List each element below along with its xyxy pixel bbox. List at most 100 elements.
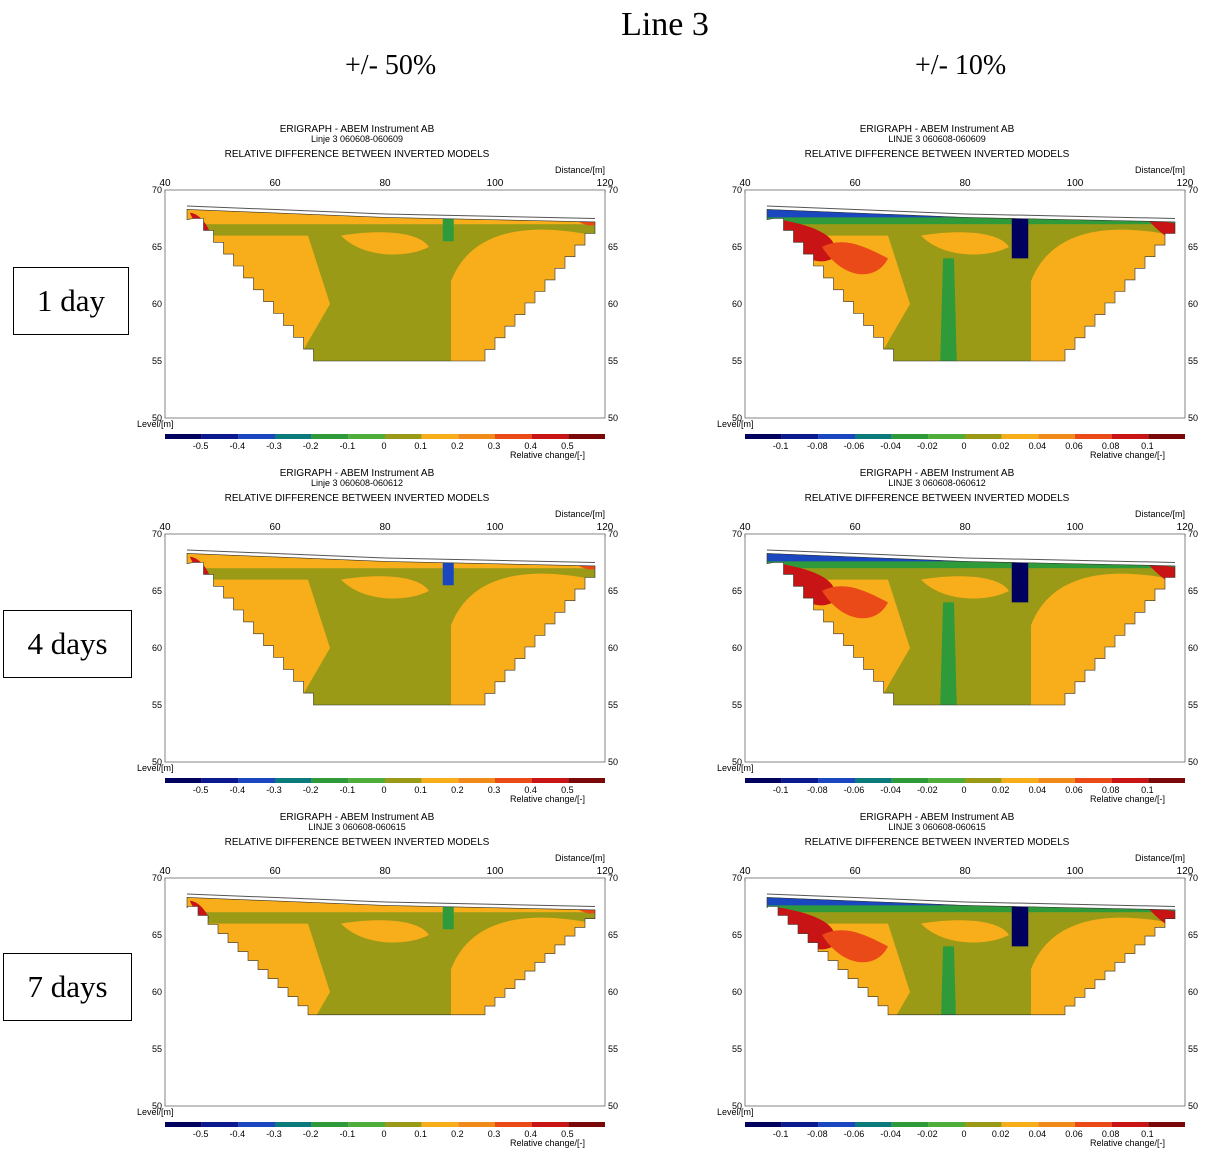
y-axis-label: Level/[m] [717, 763, 754, 773]
colorbar-segment [965, 434, 1002, 439]
y-axis-label: Level/[m] [717, 419, 754, 429]
y-tick-label-right: 50 [1188, 413, 1198, 423]
colorbar-tick-label: 0.1 [414, 785, 427, 795]
colorbar-segment [1148, 434, 1185, 439]
y-tick-label-left: 70 [152, 185, 162, 195]
x-tick-label: 80 [959, 866, 971, 877]
profile-outline [766, 897, 1176, 1016]
colorbar-segment [1148, 778, 1185, 783]
colorbar-segment [568, 434, 605, 439]
colorbar-segment [1111, 1122, 1149, 1127]
colorbar-segment [348, 434, 385, 439]
x-tick-label: 60 [269, 522, 281, 533]
y-tick-label-left: 50 [152, 413, 162, 423]
y-tick-label-left: 65 [732, 930, 742, 940]
colorbar-segment [781, 434, 819, 439]
colorbar-segment [928, 434, 965, 439]
x-tick-label: 80 [959, 522, 971, 533]
x-tick-label: 40 [159, 178, 171, 189]
colorbar-tick-label: 0.2 [451, 1129, 464, 1139]
y-tick-label-right: 55 [608, 356, 618, 366]
y-tick-label-right: 50 [608, 757, 618, 767]
y-tick-label-right: 65 [1188, 930, 1198, 940]
colorbar-segment [311, 434, 349, 439]
colorbar-segment [385, 1122, 422, 1127]
colorbar-tick-label: 0.04 [1029, 441, 1047, 451]
colorbar-tick-label: 0.08 [1102, 441, 1120, 451]
gold-region-top [921, 920, 1009, 943]
red-anomaly-left [189, 900, 209, 920]
colorbar-tick-label: 0.4 [524, 785, 537, 795]
colorbar-label: Relative change/[-] [1090, 1138, 1165, 1148]
y-tick-label-right: 65 [608, 930, 618, 940]
colorbar-tick-label: -0.2 [303, 1129, 319, 1139]
colorbar-segment [1038, 434, 1075, 439]
y-axis-label: Level/[m] [137, 419, 174, 429]
colorbar-tick-label: -0.1 [773, 785, 789, 795]
colorbar-segment [928, 778, 965, 783]
x-tick-label: 40 [739, 522, 751, 533]
colorbar-tick-label: -0.3 [266, 1129, 282, 1139]
colorbar-segment [311, 778, 349, 783]
colorbar-tick-label: 0.3 [488, 441, 501, 451]
colorbar-segment [781, 1122, 819, 1127]
red-anomaly-left [772, 218, 836, 262]
x-tick-label: 60 [849, 522, 861, 533]
colorbar-tick-label: 0.02 [992, 785, 1010, 795]
x-tick-label: 40 [159, 866, 171, 877]
y-axis-label: Level/[m] [717, 1107, 754, 1117]
colorbar-tick-label: 0.1 [414, 441, 427, 451]
orange-anomaly [822, 930, 888, 963]
colorbar-tick-label: 0.1 [1141, 1129, 1154, 1139]
y-tick-label-right: 70 [1188, 529, 1198, 539]
y-tick-label-left: 70 [732, 873, 742, 883]
topography-line [766, 893, 1176, 907]
colorbar-segment [238, 434, 275, 439]
x-tick-label: 120 [597, 522, 614, 533]
colorbar-segment [421, 778, 459, 783]
colorbar-segment [311, 1122, 349, 1127]
y-tick-label-left: 60 [732, 299, 742, 309]
x-tick-label: 60 [269, 866, 281, 877]
y-tick-label-right: 70 [608, 873, 618, 883]
colorbar-segment [745, 1122, 782, 1127]
colorbar-tick-label: -0.4 [230, 785, 246, 795]
y-tick-label-right: 55 [608, 1044, 618, 1054]
topography-line [186, 893, 596, 907]
blue-column [1011, 212, 1029, 259]
colorbar-segment [891, 778, 929, 783]
colorbar-tick-label: 0 [381, 1129, 386, 1139]
colorbar-tick-label: -0.02 [917, 785, 938, 795]
panel-header: ERIGRAPH - ABEM Instrument AB [280, 468, 435, 479]
colorbar-segment [891, 434, 929, 439]
colorbar-segment [781, 778, 819, 783]
colorbar-segment [965, 1122, 1002, 1127]
colorbar-tick-label: 0 [961, 1129, 966, 1139]
red-anomaly-left [772, 562, 836, 606]
page-title: Line 3 [621, 6, 709, 43]
y-tick-label-right: 65 [1188, 586, 1198, 596]
colorbar-tick-label: 0.1 [1141, 785, 1154, 795]
red-anomaly-right [1146, 218, 1175, 237]
colorbar-segment [818, 778, 855, 783]
colorbar-segment [458, 1122, 495, 1127]
red-anomaly-right [1146, 562, 1175, 581]
x-axis-label: Distance/[m] [1135, 165, 1185, 175]
colorbar-segment [1111, 778, 1149, 783]
y-tick-label-right: 60 [608, 987, 618, 997]
x-tick-label: 100 [487, 178, 504, 189]
panel-p5: ERIGRAPH - ABEM Instrument AB LINJE 3 060… [135, 806, 618, 1148]
colorbar-segment [238, 1122, 275, 1127]
colorbar-tick-label: -0.3 [266, 785, 282, 795]
y-tick-label-right: 65 [1188, 242, 1198, 252]
colorbar-tick-label: -0.06 [844, 1129, 865, 1139]
colorbar-segment [348, 778, 385, 783]
panel-subtitle: RELATIVE DIFFERENCE BETWEEN INVERTED MOD… [805, 149, 1070, 160]
gold-region-top [341, 920, 429, 943]
x-tick-label: 100 [1067, 522, 1084, 533]
panel-subtitle: RELATIVE DIFFERENCE BETWEEN INVERTED MOD… [225, 837, 490, 848]
colorbar-tick-label: 0.1 [1141, 441, 1154, 451]
y-tick-label-right: 60 [1188, 643, 1198, 653]
colorbar-tick-label: 0.08 [1102, 785, 1120, 795]
